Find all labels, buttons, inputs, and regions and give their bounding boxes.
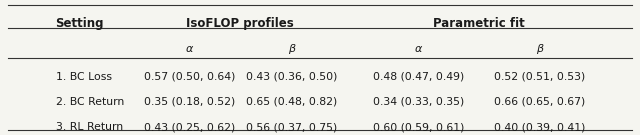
Text: 0.56 (0.37, 0.75): 0.56 (0.37, 0.75) <box>246 122 337 132</box>
Text: 1. BC Loss: 1. BC Loss <box>56 72 111 82</box>
Text: α: α <box>415 44 422 54</box>
Text: 0.57 (0.50, 0.64): 0.57 (0.50, 0.64) <box>144 72 235 82</box>
Text: IsoFLOP profiles: IsoFLOP profiles <box>186 17 294 30</box>
Text: 0.43 (0.36, 0.50): 0.43 (0.36, 0.50) <box>246 72 337 82</box>
Text: 0.60 (0.59, 0.61): 0.60 (0.59, 0.61) <box>373 122 465 132</box>
Text: 0.34 (0.33, 0.35): 0.34 (0.33, 0.35) <box>373 97 465 107</box>
Text: β: β <box>288 44 295 54</box>
Text: 0.52 (0.51, 0.53): 0.52 (0.51, 0.53) <box>494 72 586 82</box>
Text: 0.43 (0.25, 0.62): 0.43 (0.25, 0.62) <box>144 122 235 132</box>
Text: β: β <box>536 44 543 54</box>
Text: 0.40 (0.39, 0.41): 0.40 (0.39, 0.41) <box>494 122 586 132</box>
Text: 0.48 (0.47, 0.49): 0.48 (0.47, 0.49) <box>373 72 465 82</box>
Text: 0.35 (0.18, 0.52): 0.35 (0.18, 0.52) <box>144 97 235 107</box>
Text: 0.65 (0.48, 0.82): 0.65 (0.48, 0.82) <box>246 97 337 107</box>
Text: 2. BC Return: 2. BC Return <box>56 97 124 107</box>
Text: Parametric fit: Parametric fit <box>433 17 525 30</box>
Text: 3. RL Return: 3. RL Return <box>56 122 123 132</box>
Text: Setting: Setting <box>56 17 104 30</box>
Text: 0.66 (0.65, 0.67): 0.66 (0.65, 0.67) <box>494 97 586 107</box>
Text: α: α <box>186 44 193 54</box>
